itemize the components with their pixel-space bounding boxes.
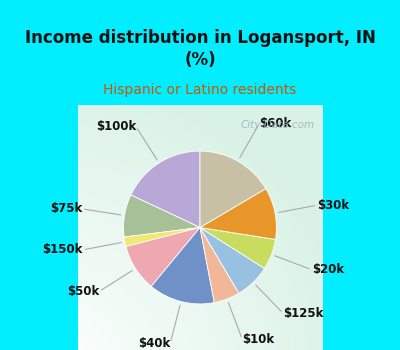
Text: City-Data.com: City-Data.com xyxy=(241,120,315,130)
Wedge shape xyxy=(151,228,214,304)
Wedge shape xyxy=(126,228,200,286)
Text: $60k: $60k xyxy=(259,117,292,130)
Text: Income distribution in Logansport, IN
(%): Income distribution in Logansport, IN (%… xyxy=(24,29,376,69)
Wedge shape xyxy=(124,228,200,246)
Text: $125k: $125k xyxy=(283,307,324,320)
Wedge shape xyxy=(200,228,264,293)
Wedge shape xyxy=(131,151,200,228)
Wedge shape xyxy=(200,228,276,268)
Text: $50k: $50k xyxy=(67,285,99,298)
Text: $20k: $20k xyxy=(312,263,344,276)
Text: Hispanic or Latino residents: Hispanic or Latino residents xyxy=(103,83,297,97)
Text: $150k: $150k xyxy=(42,243,82,257)
Wedge shape xyxy=(200,151,266,228)
Wedge shape xyxy=(124,195,200,237)
Wedge shape xyxy=(200,189,276,239)
Text: $100k: $100k xyxy=(96,120,136,133)
Text: $75k: $75k xyxy=(50,202,82,215)
Text: $30k: $30k xyxy=(318,198,350,212)
Text: $10k: $10k xyxy=(242,333,274,346)
Text: $40k: $40k xyxy=(138,337,170,350)
Wedge shape xyxy=(200,228,239,303)
